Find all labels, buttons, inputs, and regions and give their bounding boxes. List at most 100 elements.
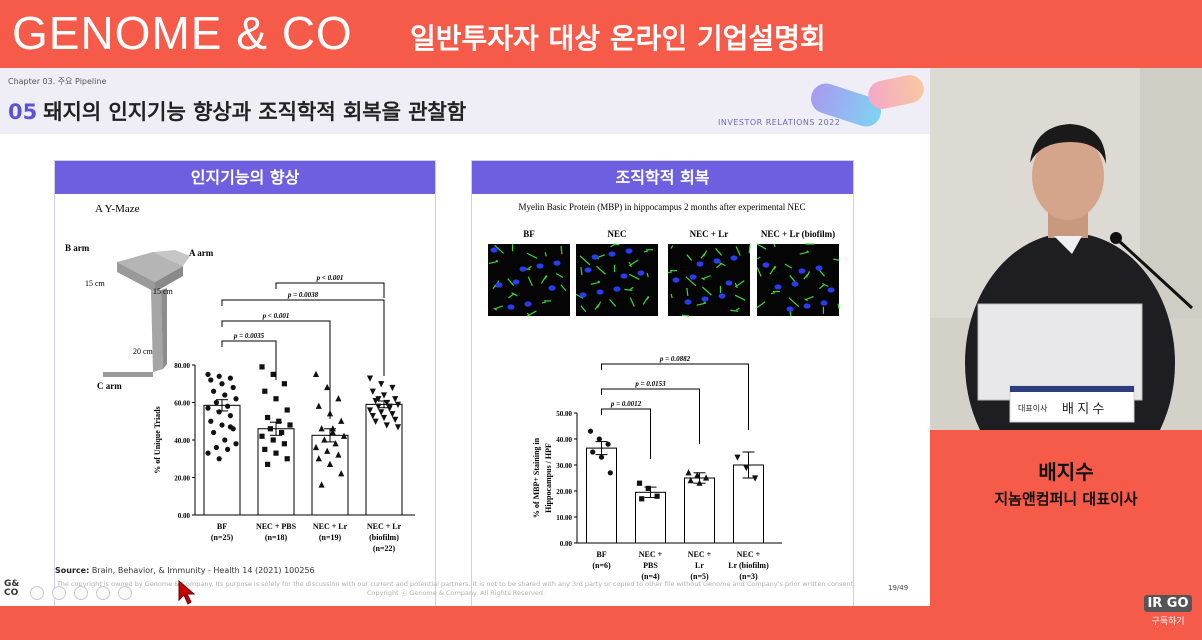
data-point [394, 401, 402, 408]
data-point [386, 403, 393, 410]
nucleus-stain [672, 277, 680, 283]
p-value-label: p < 0.001 [262, 312, 290, 320]
microscopy-image [668, 244, 750, 316]
slide-title-text: 돼지의 인지기능 향상과 조직학적 회복을 관찰함 [43, 100, 467, 124]
fiber-stain [748, 245, 751, 254]
nucleus-stain [774, 284, 782, 290]
data-point [380, 392, 388, 399]
data-point [318, 481, 325, 488]
fiber-stain [685, 276, 697, 287]
fiber-stain [646, 272, 649, 278]
zoom-icon[interactable] [74, 586, 88, 600]
fiber-stain [702, 275, 711, 280]
subscribe-label: 구독하기 [1151, 617, 1185, 627]
data-point [273, 396, 279, 402]
data-point [222, 437, 228, 443]
nucleus-stain [791, 281, 799, 287]
nucleus-stain [798, 268, 806, 274]
fiber-stain [511, 292, 518, 297]
svg-text:NEC + Lr (biofilm): NEC + Lr (biofilm) [761, 229, 835, 239]
data-point [590, 449, 596, 455]
fiber-stain [541, 301, 547, 304]
mbp-subtitle: Myelin Basic Protein (MBP) in hippocampu… [519, 202, 806, 212]
y-tick-label: 30.00 [556, 462, 572, 470]
data-point [596, 436, 602, 442]
nucleus-stain [608, 251, 616, 257]
mouse-cursor-icon [178, 580, 196, 605]
more-icon[interactable] [118, 586, 132, 600]
fiber-stain [701, 277, 705, 281]
fiber-stain [590, 281, 600, 285]
y-tick-label: 50.00 [556, 410, 572, 418]
data-point [259, 364, 265, 370]
data-point [265, 414, 271, 421]
p-value-label: p = 0.0038 [287, 291, 319, 299]
svg-text:15 cm: 15 cm [85, 279, 106, 288]
data-point [265, 461, 271, 467]
nucleus-stain [827, 287, 835, 293]
data-point [605, 441, 611, 447]
nucleus-stain [689, 274, 697, 280]
data-point [324, 383, 331, 391]
grid-icon[interactable] [96, 586, 110, 600]
fiber-stain [609, 299, 617, 307]
copy-icon[interactable] [52, 586, 66, 600]
x-tick-label: NEC + PBS (n=4) [639, 550, 663, 581]
y-tick-label: 20.00 [556, 488, 572, 496]
nucleus-stain [815, 265, 823, 271]
data-point [743, 465, 750, 472]
y-tick-label: 60.00 [174, 400, 190, 408]
data-point [208, 418, 214, 424]
pen-tool-icon[interactable] [30, 586, 44, 600]
data-point [587, 428, 594, 434]
data-point [366, 407, 374, 414]
cognition-panel-title: 인지기능의 향상 [55, 161, 435, 194]
significance-bracket [221, 320, 331, 419]
data-point [276, 418, 282, 424]
svg-text:A arm: A arm [189, 248, 214, 258]
data-point [216, 373, 222, 379]
p-value-label: p = 0.0882 [659, 355, 691, 363]
fiber-stain [715, 247, 723, 256]
data-point [335, 395, 342, 402]
data-point [211, 429, 217, 436]
fiber-stain [579, 255, 591, 266]
page-number: 19/49 [888, 584, 909, 592]
nucleus-stain [495, 282, 503, 288]
fiber-stain [805, 271, 811, 278]
irgo-subscribe-button[interactable]: IR GO 구독하기 [1144, 592, 1192, 632]
cognition-panel: 인지기능의 향상 A Y-Maze B arm A arm C arm 15 c… [54, 160, 436, 606]
x-tick-label: BF (n=25) [211, 522, 234, 542]
nameplate-name: 배 지 수 [1062, 401, 1104, 416]
y-tick-label: 40.00 [556, 436, 572, 444]
data-point [315, 402, 322, 409]
data-point [375, 396, 382, 403]
fiber-stain [773, 265, 777, 270]
bar [684, 477, 715, 544]
mbp-chart: 0.00 10.00 20.00 30.00 40.00 50.00 % of MBP+ S… [532, 355, 782, 581]
fiber-stain [642, 296, 649, 305]
nucleus-stain [684, 299, 692, 305]
fiber-stain [667, 271, 673, 274]
presenter-scene: 대표이사 배 지 수 [930, 68, 1202, 430]
source-note: Source: Brain, Behavior, & Immunity - He… [55, 566, 315, 575]
nameplate-role: 대표이사 [1018, 403, 1048, 413]
data-point [598, 454, 605, 460]
data-point [340, 432, 348, 439]
fiber-stain [507, 278, 515, 286]
data-point [233, 396, 239, 402]
significance-bracket [601, 408, 651, 459]
data-point [262, 446, 268, 452]
data-point [227, 375, 233, 381]
copyright-note: The copyright is owned by Genome & Compa… [56, 580, 856, 597]
bar [257, 428, 295, 516]
y-tick-label: 0.00 [178, 512, 191, 520]
nucleus-stain [490, 247, 498, 253]
data-point [383, 422, 390, 429]
data-point [338, 417, 345, 424]
data-point [369, 388, 376, 395]
significance-bracket [275, 282, 385, 298]
data-point [230, 384, 236, 391]
data-point [380, 414, 388, 422]
p-value-label: p = 0.0012 [610, 400, 642, 408]
